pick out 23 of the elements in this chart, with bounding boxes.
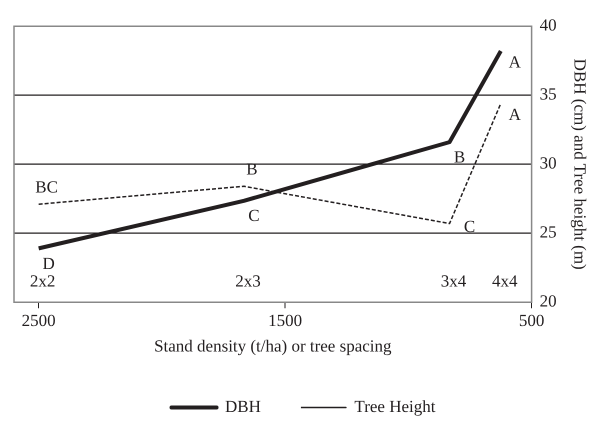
annotation: 2x3 [235,272,261,291]
y-axis-title: DBH (cm) and Tree height (m) [570,58,590,270]
legend-label: DBH [225,396,261,416]
x-tick-label: 2500 [22,310,56,330]
annotation: D [42,254,55,273]
legend-label: Tree Height [354,396,436,416]
annotation: C [248,206,260,226]
annotation: A [508,52,522,72]
annotation: BC [35,178,58,197]
y-tick-label: 25 [540,222,557,242]
x-tick-label: 500 [518,310,544,330]
x-axis-title: Stand density (t/ha) or tree spacing [154,336,392,356]
annotation: B [454,148,466,167]
y-tick-label: 20 [540,292,557,311]
y-tick-label: 40 [540,16,557,35]
y-tick-label: 30 [540,154,557,173]
annotation: 3x4 [440,272,467,291]
y-tick-label: 35 [540,84,557,104]
annotation: C [464,217,476,236]
annotation: 4x4 [492,272,518,291]
annotation: 2x2 [30,272,56,291]
annotation: A [508,104,522,124]
x-tick-label: 1500 [268,310,302,330]
